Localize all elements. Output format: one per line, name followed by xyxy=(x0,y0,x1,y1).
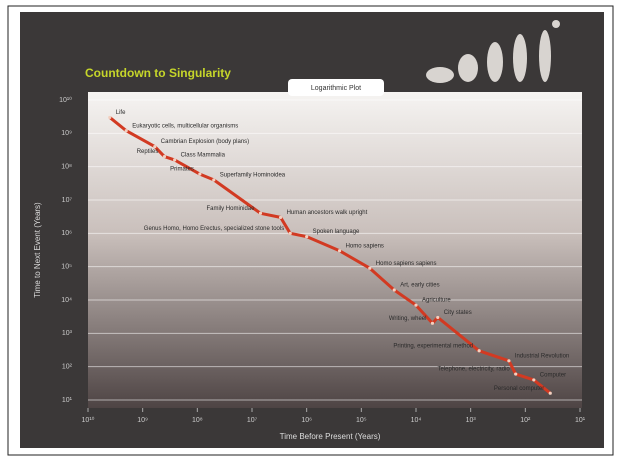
y-tick-label: 10¹ xyxy=(62,397,73,404)
data-point xyxy=(173,158,177,162)
data-point xyxy=(124,129,128,133)
subtitle-tab xyxy=(288,79,384,96)
point-label: Spoken language xyxy=(313,229,360,235)
data-point xyxy=(477,349,481,353)
data-point xyxy=(514,372,518,376)
point-label: Human ancestors walk upright xyxy=(287,210,368,216)
x-tick-label: 10⁸ xyxy=(192,417,203,424)
data-point xyxy=(288,231,292,235)
data-point xyxy=(436,315,440,320)
y-tick-label: 10³ xyxy=(62,330,73,337)
x-tick-label: 10¹ xyxy=(575,417,586,424)
x-axis-label: Time Before Present (Years) xyxy=(280,432,381,441)
data-point xyxy=(548,391,552,395)
data-point xyxy=(532,378,536,382)
point-label: Printing, experimental method xyxy=(393,343,473,349)
point-label: Art, early cities xyxy=(400,283,439,289)
y-tick-label: 10² xyxy=(62,364,73,371)
data-point xyxy=(392,288,396,292)
y-tick-label: 10⁵ xyxy=(61,264,72,271)
evolution-figures xyxy=(426,20,560,83)
point-label: Primates xyxy=(170,167,194,173)
y-tick-label: 10⁸ xyxy=(61,164,72,171)
y-axis-label: Time to Next Event (Years) xyxy=(33,202,42,298)
chart-title: Countdown to Singularity xyxy=(85,66,231,80)
point-label: Writing, wheel xyxy=(389,316,427,322)
x-tick-label: 10⁴ xyxy=(411,417,422,424)
data-point xyxy=(507,359,511,363)
data-point xyxy=(198,172,202,176)
point-label: Personal computer xyxy=(494,386,544,392)
point-label: Family Hominidae xyxy=(206,206,255,212)
point-label: Cambrian Explosion (body plans) xyxy=(161,139,249,145)
point-label: Industrial Revolution xyxy=(515,353,569,359)
point-label: Class Mammalia xyxy=(181,152,226,158)
data-point xyxy=(153,144,157,149)
point-label: Eukaryotic cells, multicellular organism… xyxy=(132,123,238,129)
x-tick-label: 10⁵ xyxy=(356,417,367,424)
data-point xyxy=(305,234,309,239)
data-point xyxy=(258,211,263,215)
data-point xyxy=(414,303,418,307)
y-tick-label: 10⁶ xyxy=(61,230,72,237)
point-label: Telephone, electricity, radio xyxy=(437,367,510,373)
point-label: City states xyxy=(444,310,472,316)
data-point xyxy=(212,178,216,182)
data-point xyxy=(430,321,435,325)
point-label: Reptiles xyxy=(137,149,159,155)
data-point xyxy=(278,215,283,220)
point-label: Genus Homo, Homo Erectus, specialized st… xyxy=(144,226,284,232)
data-point xyxy=(337,249,342,253)
data-point xyxy=(162,155,167,159)
point-label: Life xyxy=(116,110,126,116)
chart-subtitle: Logarithmic Plot xyxy=(311,85,361,92)
data-point xyxy=(108,115,112,120)
x-tick-label: 10² xyxy=(520,417,531,424)
point-label: Superfamily Hominoidea xyxy=(220,173,286,179)
x-tick-label: 10⁷ xyxy=(247,417,258,424)
x-tick-label: 10³ xyxy=(466,417,477,424)
x-tick-label: 10⁶ xyxy=(301,417,312,424)
data-line xyxy=(108,116,552,395)
point-label: Computer xyxy=(540,373,566,379)
data-point xyxy=(368,266,372,270)
x-tick-label: 10¹⁰ xyxy=(82,416,95,424)
y-tick-label: 10¹⁰ xyxy=(59,96,72,104)
point-label: Agriculture xyxy=(422,298,451,304)
y-tick-label: 10⁷ xyxy=(62,197,73,204)
y-tick-label: 10⁴ xyxy=(61,297,72,304)
x-tick-label: 10⁹ xyxy=(137,417,148,424)
point-label: Homo sapiens xyxy=(346,243,384,249)
y-tick-label: 10⁹ xyxy=(61,130,72,137)
point-label: Homo sapiens sapiens xyxy=(376,261,437,267)
